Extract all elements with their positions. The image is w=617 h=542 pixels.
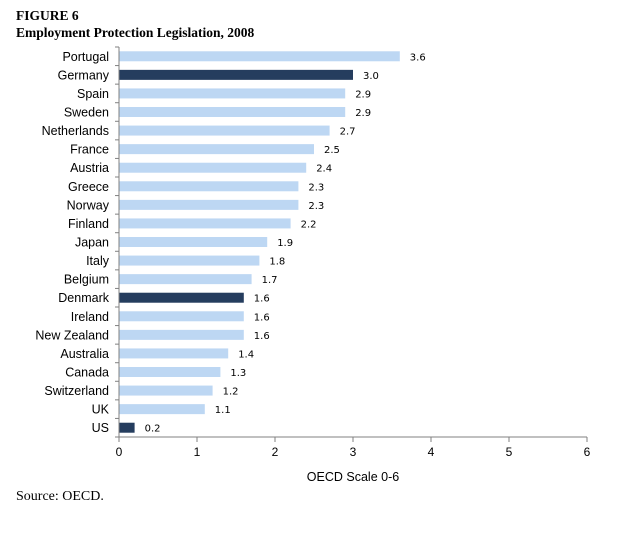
- category-label-switzerland: Switzerland: [44, 384, 109, 398]
- x-axis-title: OECD Scale 0-6: [307, 470, 399, 484]
- bar-ireland: [119, 311, 244, 322]
- bar-japan: [119, 237, 268, 247]
- value-label-us: 0.2: [145, 424, 161, 435]
- category-label-australia: Australia: [60, 347, 109, 361]
- category-label-germany: Germany: [58, 68, 110, 82]
- bar-norway: [119, 199, 299, 210]
- x-tick-label-4: 4: [428, 445, 435, 459]
- value-label-finland: 2.2: [301, 219, 317, 230]
- category-label-finland: Finland: [68, 217, 109, 231]
- value-label-france: 2.5: [324, 145, 340, 156]
- value-label-greece: 2.3: [308, 182, 324, 193]
- x-tick-label-1: 1: [194, 445, 201, 459]
- x-tick-label-3: 3: [350, 445, 357, 459]
- x-tick-label-2: 2: [272, 445, 279, 459]
- category-label-spain: Spain: [77, 87, 109, 101]
- category-label-norway: Norway: [67, 198, 110, 212]
- bar-austria: [119, 162, 307, 173]
- bar-denmark: [119, 292, 244, 303]
- value-label-canada: 1.3: [230, 368, 246, 379]
- category-label-belgium: Belgium: [64, 273, 109, 287]
- category-label-greece: Greece: [68, 180, 109, 194]
- category-label-ireland: Ireland: [71, 310, 109, 324]
- bar-germany: [119, 69, 353, 80]
- category-label-sweden: Sweden: [64, 106, 109, 120]
- value-label-denmark: 1.6: [254, 294, 270, 305]
- bar-new-zealand: [119, 329, 244, 340]
- bar-belgium: [119, 274, 252, 285]
- x-tick-label-6: 6: [584, 445, 591, 459]
- value-label-belgium: 1.7: [262, 275, 278, 286]
- x-tick-label-0: 0: [116, 445, 123, 459]
- figure-label: FIGURE 6: [16, 8, 79, 23]
- category-label-uk: UK: [92, 403, 110, 417]
- bar-australia: [119, 348, 229, 359]
- bar-greece: [119, 181, 299, 192]
- value-label-uk: 1.1: [215, 405, 231, 416]
- category-label-us: US: [92, 421, 109, 435]
- bar-us: [119, 422, 135, 433]
- bar-portugal: [119, 51, 400, 62]
- value-label-new-zealand: 1.6: [254, 331, 270, 342]
- bar-spain: [119, 88, 346, 99]
- category-label-japan: Japan: [75, 236, 109, 250]
- value-label-japan: 1.9: [277, 238, 293, 249]
- category-label-netherlands: Netherlands: [42, 124, 109, 138]
- value-label-ireland: 1.6: [254, 312, 270, 323]
- source-note: Source: OECD.: [16, 489, 104, 504]
- category-label-austria: Austria: [70, 161, 109, 175]
- value-label-austria: 2.4: [316, 164, 332, 175]
- value-label-sweden: 2.9: [355, 108, 371, 119]
- bar-sweden: [119, 107, 346, 117]
- chart-title: Employment Protection Legislation, 2008: [16, 25, 255, 40]
- x-tick-label-5: 5: [506, 445, 513, 459]
- category-label-canada: Canada: [65, 366, 109, 380]
- bar-netherlands: [119, 125, 330, 136]
- bar-switzerland: [119, 385, 213, 396]
- category-label-italy: Italy: [86, 254, 110, 268]
- value-label-netherlands: 2.7: [340, 127, 356, 138]
- value-label-italy: 1.8: [269, 257, 285, 268]
- category-label-portugal: Portugal: [62, 50, 109, 64]
- value-label-germany: 3.0: [363, 71, 379, 82]
- bar-canada: [119, 367, 221, 377]
- bar-finland: [119, 218, 291, 229]
- bar-france: [119, 144, 314, 155]
- category-label-denmark: Denmark: [58, 291, 109, 305]
- value-label-spain: 2.9: [355, 89, 371, 100]
- value-label-australia: 1.4: [238, 349, 254, 360]
- value-label-switzerland: 1.2: [223, 387, 239, 398]
- value-label-portugal: 3.6: [410, 52, 426, 63]
- category-label-new-zealand: New Zealand: [35, 328, 109, 342]
- bar-uk: [119, 404, 205, 415]
- value-label-norway: 2.3: [308, 201, 324, 212]
- bar-italy: [119, 255, 260, 266]
- category-label-france: France: [70, 143, 109, 157]
